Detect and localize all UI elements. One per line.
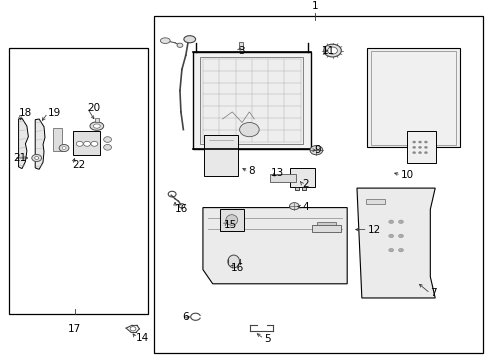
Ellipse shape [388, 234, 393, 238]
Bar [365, 199, 385, 204]
Text: 3: 3 [238, 46, 245, 56]
Text: 22: 22 [72, 160, 85, 170]
Ellipse shape [327, 47, 337, 54]
Ellipse shape [424, 141, 427, 143]
Bar [370, 51, 455, 144]
Text: 14: 14 [136, 333, 149, 343]
Ellipse shape [398, 220, 403, 224]
Bar [73, 131, 100, 155]
Text: 11: 11 [321, 46, 334, 56]
Ellipse shape [83, 141, 90, 146]
Ellipse shape [398, 248, 403, 252]
Text: 12: 12 [367, 225, 380, 235]
Text: 9: 9 [313, 145, 320, 155]
Ellipse shape [398, 234, 403, 238]
Ellipse shape [103, 137, 111, 142]
Ellipse shape [130, 327, 136, 331]
Polygon shape [356, 188, 434, 298]
Bar [220, 210, 243, 231]
Ellipse shape [289, 203, 299, 210]
Text: 17: 17 [68, 324, 81, 334]
Text: 20: 20 [87, 103, 100, 113]
Bar [290, 167, 314, 187]
Ellipse shape [93, 124, 100, 128]
Ellipse shape [183, 36, 195, 43]
Text: 8: 8 [248, 166, 255, 176]
Ellipse shape [424, 146, 427, 148]
Text: 10: 10 [400, 170, 413, 180]
Ellipse shape [62, 147, 66, 149]
Ellipse shape [227, 255, 239, 268]
Ellipse shape [418, 146, 421, 148]
Ellipse shape [412, 152, 415, 154]
Ellipse shape [177, 43, 183, 48]
Text: 16: 16 [230, 263, 244, 273]
Ellipse shape [35, 157, 39, 159]
Bar [9, 48, 148, 314]
Bar [204, 135, 237, 176]
Bar [294, 187, 298, 190]
Bar [95, 118, 99, 122]
Ellipse shape [103, 144, 111, 150]
Ellipse shape [90, 122, 103, 130]
Text: 5: 5 [264, 334, 270, 344]
Ellipse shape [412, 141, 415, 143]
Ellipse shape [59, 144, 69, 152]
Text: 2: 2 [302, 179, 308, 189]
Text: 16: 16 [175, 204, 188, 213]
Bar [311, 225, 341, 233]
Ellipse shape [91, 141, 98, 146]
Ellipse shape [225, 215, 237, 225]
Ellipse shape [76, 141, 83, 146]
Text: 4: 4 [302, 202, 308, 212]
Ellipse shape [239, 122, 259, 137]
Polygon shape [19, 118, 28, 168]
Ellipse shape [418, 141, 421, 143]
Text: 13: 13 [270, 168, 284, 178]
Ellipse shape [388, 220, 393, 224]
Bar [193, 51, 310, 149]
Ellipse shape [418, 152, 421, 154]
Bar [270, 174, 295, 182]
Polygon shape [203, 208, 346, 284]
Bar [200, 57, 303, 144]
Ellipse shape [388, 248, 393, 252]
Ellipse shape [424, 152, 427, 154]
Ellipse shape [323, 44, 341, 57]
Bar [366, 48, 459, 147]
Text: 15: 15 [224, 220, 237, 230]
Ellipse shape [309, 145, 322, 155]
Ellipse shape [412, 146, 415, 148]
Text: 19: 19 [48, 108, 61, 118]
Text: 1: 1 [311, 1, 318, 11]
Bar [53, 128, 61, 151]
Bar [316, 222, 336, 225]
Ellipse shape [160, 38, 170, 44]
Bar [302, 187, 305, 190]
Bar [154, 16, 482, 353]
Text: 18: 18 [19, 108, 32, 118]
Bar [406, 131, 435, 163]
Text: 6: 6 [182, 312, 188, 323]
Polygon shape [35, 119, 45, 169]
Text: 21: 21 [14, 153, 27, 163]
Text: 7: 7 [429, 288, 436, 298]
Ellipse shape [32, 154, 41, 162]
Bar [238, 42, 242, 49]
